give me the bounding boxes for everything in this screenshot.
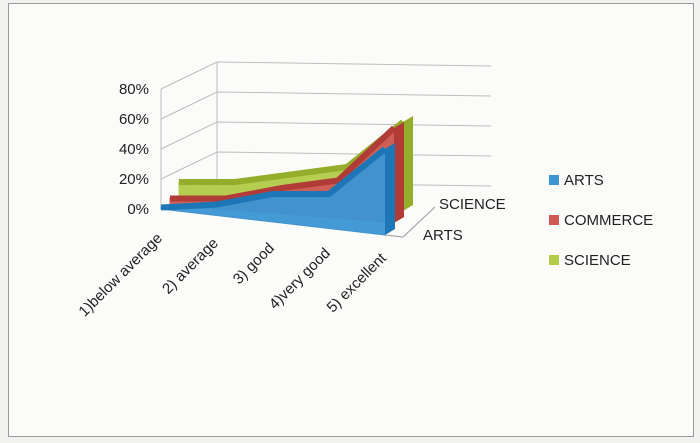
legend-label-commerce: COMMERCE	[564, 212, 653, 229]
y-tick-label: 40%	[119, 141, 149, 158]
x-category-label: 5) excellent	[324, 249, 391, 316]
series-side-commerce	[394, 122, 404, 223]
floor-right-edge	[402, 206, 436, 238]
depth-axis-label: SCIENCE	[439, 196, 506, 213]
depth-axis-label: ARTS	[423, 227, 463, 244]
y-tick-label: 60%	[119, 111, 149, 128]
y-tick-label: 80%	[119, 81, 149, 98]
gridline	[160, 61, 492, 90]
x-category-label: 3) good	[230, 240, 278, 288]
y-tick-label: 20%	[119, 171, 149, 188]
y-tick-label: 0%	[127, 201, 149, 218]
legend-label-science: SCIENCE	[564, 252, 631, 269]
chart-frame: 0% 20% 40% 60% 80% 1)below average 2) average 3…	[8, 3, 694, 437]
legend-swatch-science	[549, 255, 559, 265]
legend-swatch-arts	[549, 175, 559, 185]
gridline	[160, 121, 492, 150]
series-top-arts	[160, 146, 387, 211]
legend-swatch-commerce	[549, 215, 559, 225]
series-side-science	[403, 116, 413, 211]
series-side-arts	[385, 143, 395, 235]
x-category-label: 1)below average	[75, 230, 165, 320]
gridline	[160, 91, 492, 120]
legend-label-arts: ARTS	[564, 172, 604, 189]
series-top-commerce	[170, 125, 397, 202]
x-category-label: 2) average	[159, 235, 222, 298]
